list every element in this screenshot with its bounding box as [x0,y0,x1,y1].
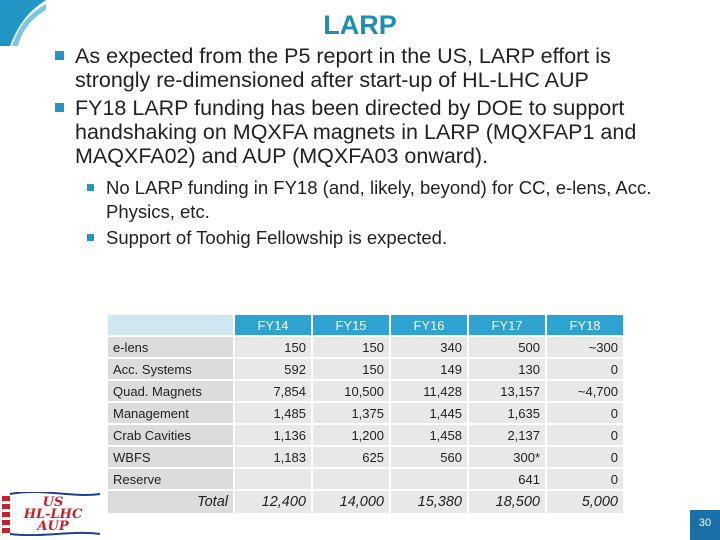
table-cell: 1,445 [391,403,467,423]
logo-text: US HL-LHC AUP [10,495,96,534]
table-cell: 1,183 [235,447,311,467]
sub-bullet-item: Support of Toohig Fellowship is expected… [85,226,684,250]
table-cell: 11,428 [391,381,467,401]
table-cell: 5,000 [547,491,623,513]
table-cell: 10,500 [313,381,389,401]
slide-title: LARP [323,10,397,40]
corner-swoosh-icon [0,0,46,46]
bullet-item: As expected from the P5 report in the US… [54,44,684,92]
logo-line: US [42,495,64,510]
table-header-row: FY14 FY15 FY16 FY17 FY18 [108,315,623,335]
table-cell: 150 [313,337,389,357]
logo-line: AUP [37,519,69,534]
bullet-square-icon [55,51,64,60]
row-label: WBFS [108,447,233,467]
table-row: e-lens 150 150 340 500 ~300 [108,337,623,357]
bullet-text: As expected from the P5 report in the US… [75,44,611,92]
table-row: WBFS 1,183 625 560 300* 0 [108,447,623,467]
table-cell: 1,136 [235,425,311,445]
table-cell: 0 [547,359,623,379]
table-cell: 0 [547,425,623,445]
row-label: Total [108,491,233,513]
table-cell: 592 [235,359,311,379]
table-cell [313,469,389,489]
row-label: Crab Cavities [108,425,233,445]
table-row: Quad. Magnets 7,854 10,500 11,428 13,157… [108,381,623,401]
table-header: FY17 [469,315,545,335]
table-cell: 12,400 [235,491,311,513]
sub-bullet-text: No LARP funding in FY18 (and, likely, be… [106,177,652,222]
table-cell: 150 [313,359,389,379]
bullet-text: FY18 LARP funding has been directed by D… [75,96,637,168]
bullet-square-icon [87,184,94,191]
table-cell [235,469,311,489]
table-cell: 625 [313,447,389,467]
table-cell: 1,200 [313,425,389,445]
table-cell: ~300 [547,337,623,357]
page-number: 30 [690,510,720,540]
table-cell: 1,635 [469,403,545,423]
table-header: FY15 [313,315,389,335]
table-header-blank [108,315,233,335]
row-label: e-lens [108,337,233,357]
table-cell: 2,137 [469,425,545,445]
bullet-square-icon [55,103,64,112]
row-label: Quad. Magnets [108,381,233,401]
table-cell: 300* [469,447,545,467]
table-header: FY18 [547,315,623,335]
table-cell: 1,485 [235,403,311,423]
table-header: FY14 [235,315,311,335]
bullet-square-icon [87,234,94,241]
table-cell: 150 [235,337,311,357]
funding-table: FY14 FY15 FY16 FY17 FY18 e-lens 150 150 … [106,313,625,515]
table-cell: 130 [469,359,545,379]
table-cell: 1,458 [391,425,467,445]
row-label: Management [108,403,233,423]
table-cell: 7,854 [235,381,311,401]
table-row: Acc. Systems 592 150 149 130 0 [108,359,623,379]
table-cell: 560 [391,447,467,467]
table-cell: ~4,700 [547,381,623,401]
bullet-list: As expected from the P5 report in the US… [54,44,684,250]
table-cell: 149 [391,359,467,379]
table-header: FY16 [391,315,467,335]
table-cell: 0 [547,447,623,467]
table-row: Reserve 641 0 [108,469,623,489]
bullet-item: FY18 LARP funding has been directed by D… [54,96,684,168]
table-cell: 13,157 [469,381,545,401]
row-label: Reserve [108,469,233,489]
table-cell [391,469,467,489]
table-cell: 641 [469,469,545,489]
table-cell: 15,380 [391,491,467,513]
sub-bullet-item: No LARP funding in FY18 (and, likely, be… [85,176,684,224]
table-cell: 14,000 [313,491,389,513]
table-row: Management 1,485 1,375 1,445 1,635 0 [108,403,623,423]
table-row: Crab Cavities 1,136 1,200 1,458 2,137 0 [108,425,623,445]
table-cell: 1,375 [313,403,389,423]
sub-bullet-text: Support of Toohig Fellowship is expected… [106,227,448,248]
table-cell: 0 [547,403,623,423]
table-total-row: Total 12,400 14,000 15,380 18,500 5,000 [108,491,623,513]
table-cell: 340 [391,337,467,357]
us-hl-lhc-aup-logo [2,492,102,536]
table-cell: 0 [547,469,623,489]
row-label: Acc. Systems [108,359,233,379]
table-cell: 18,500 [469,491,545,513]
logo-line: HL-LHC [23,507,83,522]
table-cell: 500 [469,337,545,357]
